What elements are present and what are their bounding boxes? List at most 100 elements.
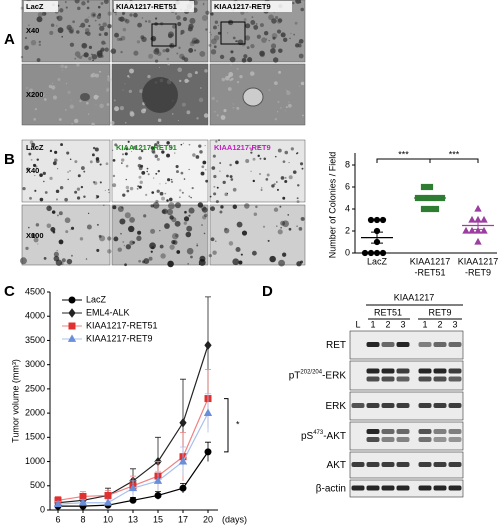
micrograph-spot xyxy=(253,24,259,30)
micrograph-spot xyxy=(249,71,255,76)
micrograph-spot xyxy=(92,146,96,150)
micrograph-spot xyxy=(56,25,58,27)
micrograph-spot xyxy=(198,259,206,266)
micrograph-spot xyxy=(103,0,109,4)
micrograph-spot xyxy=(106,103,110,106)
micrograph-spot xyxy=(58,211,63,216)
micrograph-spot xyxy=(217,31,221,35)
micrograph-spot xyxy=(203,113,209,118)
micrograph-spot xyxy=(188,48,194,53)
legend-label: KIAA1217-RET9 xyxy=(86,333,153,343)
micrograph-spot xyxy=(162,49,166,53)
micrograph-spot xyxy=(20,6,24,10)
micrograph-spot xyxy=(297,184,300,187)
micrograph-spot xyxy=(70,254,73,257)
micrograph-spot xyxy=(94,147,99,152)
blot-band xyxy=(381,429,395,434)
blot-band xyxy=(381,376,395,382)
micrograph-spot xyxy=(186,110,191,115)
row-label: X40 xyxy=(26,166,39,175)
blot-band xyxy=(396,368,410,374)
blot-band xyxy=(418,437,432,442)
micrograph-spot xyxy=(133,50,139,56)
micrograph-spot xyxy=(150,38,152,40)
micrograph-spot xyxy=(161,150,165,154)
micrograph-spot xyxy=(252,157,256,161)
micrograph-spot xyxy=(174,12,178,15)
micrograph-spot xyxy=(70,226,75,230)
micrograph-spot xyxy=(43,180,45,183)
micrograph-spot xyxy=(51,85,56,90)
micrograph-spot xyxy=(48,84,53,89)
micrograph-spot xyxy=(79,237,84,241)
micrograph-spot xyxy=(148,256,153,261)
micrograph-spot xyxy=(298,53,304,59)
micrograph-spot xyxy=(65,6,68,9)
micrograph-spot xyxy=(129,217,135,223)
micrograph-spot xyxy=(59,185,64,190)
micrograph-spot xyxy=(183,178,186,180)
micrograph-spot xyxy=(42,11,47,16)
micrograph-spot xyxy=(129,110,134,115)
micrograph-spot xyxy=(178,79,182,83)
micrograph-spot xyxy=(178,196,181,199)
blot-band xyxy=(448,342,462,347)
micrograph-spot xyxy=(157,169,160,173)
micrograph-spot xyxy=(218,139,220,142)
micrograph-spot xyxy=(250,20,256,25)
micrograph-spot xyxy=(46,223,52,229)
micrograph-spot xyxy=(174,220,181,227)
marker xyxy=(53,499,63,508)
micrograph-spot xyxy=(50,23,55,27)
micrograph-spot xyxy=(186,225,193,232)
micrograph-spot xyxy=(38,40,41,43)
micrograph xyxy=(208,203,306,267)
micrograph-spot xyxy=(170,180,174,183)
micrograph-spot xyxy=(128,225,135,233)
micrograph-spot xyxy=(136,235,142,241)
micrograph-spot xyxy=(99,25,105,32)
x-tick-label: 17 xyxy=(178,514,188,524)
row-label-rest: -AKT xyxy=(323,431,346,442)
micrograph-spot xyxy=(126,189,130,193)
micrograph-spot xyxy=(235,246,241,253)
micrograph-spot xyxy=(232,204,238,210)
micrograph-spot xyxy=(104,31,109,36)
micrograph-spot xyxy=(213,110,216,113)
marker xyxy=(153,476,163,484)
micrograph-spot xyxy=(122,241,125,243)
blot-band xyxy=(351,462,365,467)
blot-band xyxy=(433,462,447,467)
micrograph-spot xyxy=(232,258,240,266)
micrograph-spot xyxy=(187,26,193,32)
marker xyxy=(78,498,88,506)
micrograph-spot xyxy=(139,180,143,184)
micrograph-spot xyxy=(276,225,278,227)
error-bar xyxy=(424,195,436,201)
micrograph-spot xyxy=(67,178,69,181)
micrograph-bg xyxy=(209,204,306,266)
micrograph-spot xyxy=(159,183,161,185)
micrograph-spot xyxy=(176,170,179,174)
micrograph-spot xyxy=(49,30,54,35)
micrograph-spot xyxy=(295,0,301,4)
micrograph-spot xyxy=(224,227,227,231)
group-label: RET9 xyxy=(428,307,451,317)
row-label-rest: -ERK xyxy=(322,370,346,381)
micrograph-spot xyxy=(277,100,280,103)
blot-band xyxy=(418,368,432,374)
micrograph-spot xyxy=(183,216,190,222)
micrograph-spot xyxy=(250,151,253,154)
column-title: KIAA1217-RET51 xyxy=(116,143,177,152)
micrograph-spot xyxy=(296,152,299,154)
micrograph-spot xyxy=(157,142,160,144)
micrograph-spot xyxy=(104,47,109,52)
micrograph-spot xyxy=(241,230,248,236)
blot-band xyxy=(366,429,380,434)
micrograph-spot xyxy=(101,40,106,45)
micrograph-spot xyxy=(250,148,253,151)
micrograph-spot xyxy=(120,232,122,235)
micrograph-spot xyxy=(174,202,181,209)
micrograph-spot xyxy=(104,189,106,192)
micrograph-spot xyxy=(99,70,102,73)
